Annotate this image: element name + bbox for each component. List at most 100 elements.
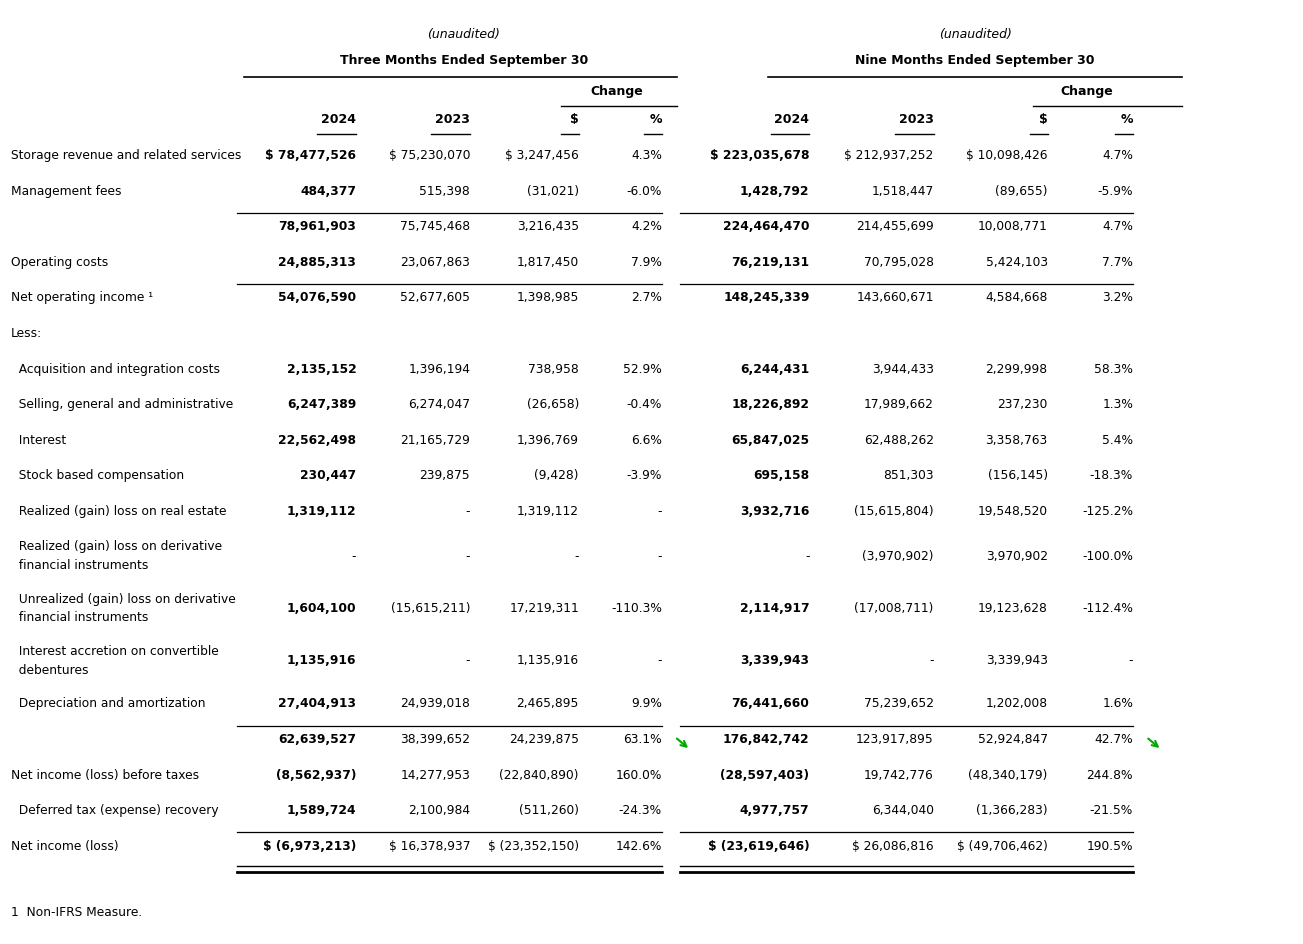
- Text: 6.6%: 6.6%: [631, 433, 662, 447]
- Text: 515,398: 515,398: [420, 185, 470, 197]
- Text: 19,742,776: 19,742,776: [864, 768, 934, 782]
- Text: 5.4%: 5.4%: [1102, 433, 1134, 447]
- Text: 2,299,998: 2,299,998: [985, 362, 1048, 376]
- Text: 2,465,895: 2,465,895: [516, 698, 579, 711]
- Text: (8,562,937): (8,562,937): [276, 768, 356, 782]
- Text: $ 212,937,252: $ 212,937,252: [844, 149, 934, 162]
- Text: 3,970,902: 3,970,902: [985, 549, 1048, 563]
- Text: Net income (loss): Net income (loss): [10, 840, 119, 852]
- Text: 5,424,103: 5,424,103: [985, 256, 1048, 269]
- Text: 2023: 2023: [435, 112, 470, 126]
- Text: $: $: [571, 112, 579, 126]
- Text: 2023: 2023: [899, 112, 934, 126]
- Text: 1,135,916: 1,135,916: [517, 654, 579, 667]
- Text: 38,399,652: 38,399,652: [400, 733, 470, 746]
- Text: (156,145): (156,145): [988, 469, 1048, 482]
- Text: -: -: [575, 549, 579, 563]
- Text: Stock based compensation: Stock based compensation: [10, 469, 184, 482]
- Text: 52,924,847: 52,924,847: [977, 733, 1048, 746]
- Text: Realized (gain) loss on derivative: Realized (gain) loss on derivative: [10, 540, 222, 553]
- Text: (1,366,283): (1,366,283): [976, 804, 1048, 818]
- Text: 70,795,028: 70,795,028: [864, 256, 934, 269]
- Text: 4.7%: 4.7%: [1102, 149, 1134, 162]
- Text: 3,216,435: 3,216,435: [517, 220, 579, 233]
- Text: (48,340,179): (48,340,179): [968, 768, 1048, 782]
- Text: $ (49,706,462): $ (49,706,462): [956, 840, 1048, 852]
- Text: 54,076,590: 54,076,590: [279, 292, 356, 304]
- Text: (15,615,211): (15,615,211): [391, 602, 470, 615]
- Text: 2,135,152: 2,135,152: [287, 362, 356, 376]
- Text: -100.0%: -100.0%: [1083, 549, 1134, 563]
- Text: 143,660,671: 143,660,671: [856, 292, 934, 304]
- Text: %: %: [649, 112, 662, 126]
- Text: -: -: [465, 654, 470, 667]
- Text: 24,939,018: 24,939,018: [400, 698, 470, 711]
- Text: Three Months Ended September 30: Three Months Ended September 30: [340, 54, 588, 67]
- Text: 1.3%: 1.3%: [1102, 398, 1134, 411]
- Text: 851,303: 851,303: [883, 469, 934, 482]
- Text: -: -: [657, 549, 662, 563]
- Text: 14,277,953: 14,277,953: [400, 768, 470, 782]
- Text: (89,655): (89,655): [995, 185, 1048, 197]
- Text: 27,404,913: 27,404,913: [279, 698, 356, 711]
- Text: 21,165,729: 21,165,729: [400, 433, 470, 447]
- Text: 7.9%: 7.9%: [631, 256, 662, 269]
- Text: -: -: [657, 654, 662, 667]
- Text: 62,488,262: 62,488,262: [864, 433, 934, 447]
- Text: 7.7%: 7.7%: [1102, 256, 1134, 269]
- Text: -18.3%: -18.3%: [1089, 469, 1134, 482]
- Text: (28,597,403): (28,597,403): [721, 768, 809, 782]
- Text: -: -: [465, 505, 470, 517]
- Text: 76,219,131: 76,219,131: [731, 256, 809, 269]
- Text: $ 26,086,816: $ 26,086,816: [852, 840, 934, 852]
- Text: -110.3%: -110.3%: [611, 602, 662, 615]
- Text: 3,339,943: 3,339,943: [740, 654, 809, 667]
- Text: 237,230: 237,230: [997, 398, 1048, 411]
- Text: 1.6%: 1.6%: [1102, 698, 1134, 711]
- Text: 230,447: 230,447: [300, 469, 356, 482]
- Text: Unrealized (gain) loss on derivative: Unrealized (gain) loss on derivative: [10, 593, 236, 606]
- Text: 22,562,498: 22,562,498: [279, 433, 356, 447]
- Text: (22,840,890): (22,840,890): [499, 768, 579, 782]
- Text: 52.9%: 52.9%: [623, 362, 662, 376]
- Text: Operating costs: Operating costs: [10, 256, 108, 269]
- Text: 3,358,763: 3,358,763: [985, 433, 1048, 447]
- Text: 160.0%: 160.0%: [615, 768, 662, 782]
- Text: -: -: [352, 549, 356, 563]
- Text: $ 3,247,456: $ 3,247,456: [506, 149, 579, 162]
- Text: 10,008,771: 10,008,771: [977, 220, 1048, 233]
- Text: Deferred tax (expense) recovery: Deferred tax (expense) recovery: [10, 804, 219, 818]
- Text: 75,745,468: 75,745,468: [400, 220, 470, 233]
- Text: 17,989,662: 17,989,662: [864, 398, 934, 411]
- Text: $ 10,098,426: $ 10,098,426: [966, 149, 1048, 162]
- Text: 52,677,605: 52,677,605: [400, 292, 470, 304]
- Text: 239,875: 239,875: [420, 469, 470, 482]
- Text: -5.9%: -5.9%: [1097, 185, 1134, 197]
- Text: 24,885,313: 24,885,313: [279, 256, 356, 269]
- Text: -112.4%: -112.4%: [1083, 602, 1134, 615]
- Text: 4.2%: 4.2%: [631, 220, 662, 233]
- Text: (26,658): (26,658): [526, 398, 579, 411]
- Text: Net income (loss) before taxes: Net income (loss) before taxes: [10, 768, 199, 782]
- Text: 4,977,757: 4,977,757: [740, 804, 809, 818]
- Text: Interest: Interest: [10, 433, 66, 447]
- Text: 2024: 2024: [774, 112, 809, 126]
- Text: 76,441,660: 76,441,660: [731, 698, 809, 711]
- Text: $: $: [1038, 112, 1048, 126]
- Text: -: -: [465, 549, 470, 563]
- Text: 65,847,025: 65,847,025: [731, 433, 809, 447]
- Text: 1,589,724: 1,589,724: [287, 804, 356, 818]
- Text: 123,917,895: 123,917,895: [856, 733, 934, 746]
- Text: (unaudited): (unaudited): [938, 27, 1011, 41]
- Text: 58.3%: 58.3%: [1095, 362, 1134, 376]
- Text: 6,344,040: 6,344,040: [872, 804, 934, 818]
- Text: -: -: [929, 654, 934, 667]
- Text: Nine Months Ended September 30: Nine Months Ended September 30: [855, 54, 1095, 67]
- Text: Less:: Less:: [10, 327, 42, 340]
- Text: (9,428): (9,428): [534, 469, 579, 482]
- Text: Interest accretion on convertible: Interest accretion on convertible: [10, 645, 219, 658]
- Text: 1,135,916: 1,135,916: [287, 654, 356, 667]
- Text: -6.0%: -6.0%: [627, 185, 662, 197]
- Text: 17,219,311: 17,219,311: [509, 602, 579, 615]
- Text: Storage revenue and related services: Storage revenue and related services: [10, 149, 241, 162]
